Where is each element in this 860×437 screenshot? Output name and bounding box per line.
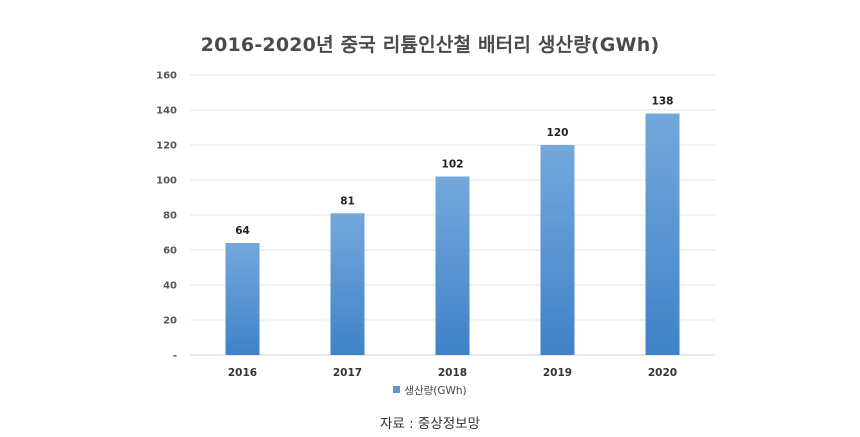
data-label-2020: 138 (652, 96, 674, 108)
y-tick-label: 60 (163, 246, 177, 257)
y-tick-label: 120 (156, 141, 177, 152)
y-tick-label: 140 (156, 106, 177, 117)
x-tick-label-2016: 2016 (228, 367, 257, 379)
data-label-2016: 64 (235, 225, 250, 237)
x-tick-label-2018: 2018 (438, 367, 467, 379)
bar-2018 (435, 176, 470, 355)
bar-2016 (225, 243, 260, 355)
y-axis-ticks: - 20 40 60 80 100 120 140 160 (156, 71, 177, 362)
data-label-2019: 120 (547, 127, 569, 139)
data-label-2017: 81 (340, 195, 355, 207)
y-tick-label: 100 (156, 176, 177, 187)
x-axis-ticks: 2016 2017 2018 2019 2020 (228, 367, 677, 379)
bar-2017 (330, 213, 365, 355)
bar-2020 (645, 113, 680, 355)
y-tick-label: 80 (163, 211, 177, 222)
x-tick-label-2017: 2017 (333, 367, 362, 379)
legend-swatch (393, 386, 401, 393)
y-tick-label: - (173, 351, 177, 362)
y-tick-label: 160 (156, 71, 177, 82)
y-tick-label: 40 (163, 281, 177, 292)
chart-title: 2016-2020년 중국 리튬인산철 배터리 생산량(GWh) (200, 34, 660, 56)
y-tick-label: 20 (163, 316, 177, 327)
legend-label: 생산량(GWh) (404, 385, 467, 397)
x-tick-label-2020: 2020 (648, 367, 677, 379)
data-labels: 64 81 102 120 138 (235, 96, 673, 238)
bars (225, 113, 680, 355)
bar-2019 (540, 145, 575, 355)
legend: 생산량(GWh) (0, 383, 860, 398)
data-label-2018: 102 (442, 159, 464, 171)
source-note: 자료 : 중상정보망 (379, 416, 481, 432)
x-tick-label-2019: 2019 (543, 367, 572, 379)
